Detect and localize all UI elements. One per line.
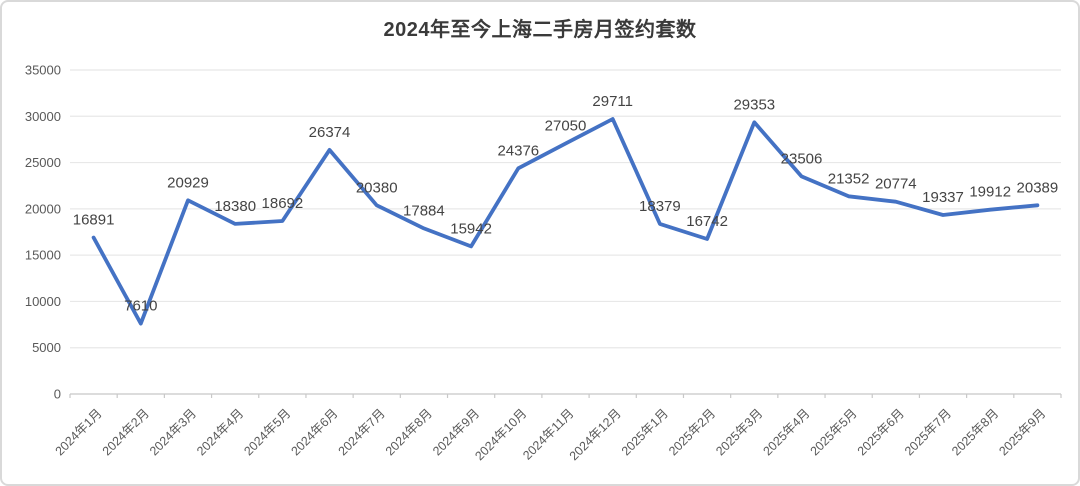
y-axis-tick-label: 25000 [25, 155, 61, 170]
y-axis-tick-label: 15000 [25, 248, 61, 263]
x-axis-tick-label: 2024年7月 [336, 406, 388, 458]
x-axis-tick-label: 2025年3月 [713, 406, 765, 458]
x-axis-tick-label: 2025年2月 [666, 406, 718, 458]
y-axis-tick-label: 10000 [25, 294, 61, 309]
data-label: 23506 [781, 150, 823, 167]
y-axis-tick-label: 30000 [25, 109, 61, 124]
y-axis-tick-label: 35000 [25, 63, 61, 78]
x-axis-tick-label: 2025年7月 [902, 406, 954, 458]
x-axis-tick-label: 2025年1月 [619, 406, 671, 458]
data-series-line [91, 117, 1040, 326]
x-axis-tick-label: 2024年6月 [288, 406, 340, 458]
x-axis-tick-label: 2025年5月 [808, 406, 860, 458]
data-label: 7610 [124, 298, 157, 315]
x-axis-tick-label: 2024年4月 [194, 406, 246, 458]
data-label: 29711 [592, 93, 633, 110]
x-axis-tick-label: 2024年12月 [567, 406, 624, 463]
data-label: 16742 [686, 213, 728, 230]
data-label: 19912 [969, 184, 1011, 201]
x-axis-tick-label: 2025年9月 [996, 406, 1048, 458]
x-axis-tick-label: 2025年4月 [760, 406, 812, 458]
data-label: 21352 [828, 170, 870, 187]
data-label: 20380 [356, 179, 398, 196]
data-label: 29353 [733, 96, 775, 113]
x-axis-tick-label: 2024年8月 [383, 406, 435, 458]
y-axis-tick-label: 0 [54, 387, 61, 402]
data-label: 24376 [497, 142, 539, 159]
x-axis-tick-label: 2024年2月 [100, 406, 152, 458]
data-label: 16891 [73, 212, 115, 229]
chart-title: 2024年至今上海二手房月签约套数 [383, 19, 697, 41]
data-label: 18692 [262, 195, 304, 212]
x-axis-tick-label: 2024年5月 [241, 406, 293, 458]
x-axis-tick-label: 2025年6月 [855, 406, 907, 458]
data-label: 18380 [214, 198, 256, 215]
data-label: 18379 [639, 198, 681, 215]
data-label: 20389 [1017, 179, 1059, 196]
y-axis-tick-label: 5000 [32, 340, 61, 355]
data-label: 17884 [403, 202, 445, 219]
x-axis-tick-label: 2024年3月 [147, 406, 199, 458]
data-label: 27050 [545, 118, 587, 135]
x-axis-tick-label: 2025年8月 [949, 406, 1001, 458]
data-label: 15942 [450, 220, 492, 237]
y-axis-tick-label: 20000 [25, 201, 61, 216]
data-label: 26374 [309, 124, 351, 141]
data-label: 20929 [167, 174, 209, 191]
data-label: 20774 [875, 176, 917, 193]
x-axis-tick-label: 2024年1月 [53, 406, 105, 458]
data-label: 19337 [922, 189, 964, 206]
